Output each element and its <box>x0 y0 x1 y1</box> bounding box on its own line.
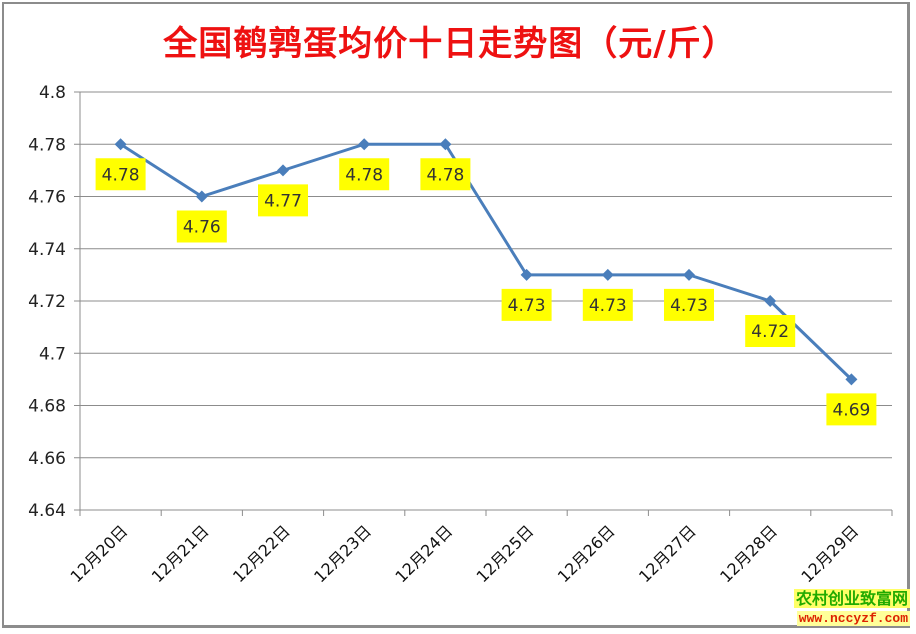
svg-text:4.73: 4.73 <box>508 296 546 316</box>
svg-text:4.72: 4.72 <box>751 322 789 342</box>
x-tick-label: 12月20日 <box>67 521 132 586</box>
data-label: 4.73 <box>582 288 633 321</box>
svg-text:4.69: 4.69 <box>832 400 870 420</box>
y-tick-label: 4.68 <box>28 397 66 417</box>
x-axis: 12月20日 12月21日 12月22日 12月23日 12月24日 12月25日 12月2… <box>67 510 893 586</box>
x-tick-label: 12月24日 <box>391 521 456 586</box>
svg-text:4.73: 4.73 <box>670 296 708 316</box>
data-label: 4.72 <box>745 315 796 347</box>
x-tick-label: 12月21日 <box>148 521 213 586</box>
diamond-marker-icon <box>520 268 533 281</box>
y-tick-label: 4.74 <box>28 240 66 260</box>
price-line <box>119 142 853 381</box>
data-label: 4.69 <box>826 393 877 426</box>
diamond-marker-icon <box>358 138 371 151</box>
gridlines <box>74 91 892 511</box>
data-label: 4.73 <box>664 288 714 321</box>
data-label: 4.77 <box>258 184 308 217</box>
x-tick-label: 12月28日 <box>716 521 781 586</box>
y-tick-label: 4.8 <box>39 83 66 103</box>
y-axis: 4.8 4.78 4.76 4.74 4.72 4.7 4.68 4.66 4.64 <box>28 83 81 521</box>
diamond-marker-icon <box>439 138 452 151</box>
data-label: 4.78 <box>339 158 390 191</box>
y-tick-label: 4.66 <box>28 449 66 469</box>
svg-text:4.77: 4.77 <box>264 191 302 211</box>
diamond-marker-icon <box>601 268 614 281</box>
watermark: 农村创业致富网 www.nccyzf.com <box>793 589 910 628</box>
x-tick-label: 12月25日 <box>473 521 538 586</box>
x-tick-label: 12月27日 <box>635 521 700 586</box>
diamond-marker-icon <box>683 268 695 281</box>
y-tick-label: 4.7 <box>39 344 66 364</box>
x-tick-label: 12月23日 <box>310 521 375 586</box>
y-tick-label: 4.72 <box>28 292 66 312</box>
diamond-marker-icon <box>114 138 127 151</box>
svg-text:4.78: 4.78 <box>426 165 464 185</box>
data-labels: 4.78 4.76 4.77 4.78 4.78 4.73 4.73 4.73 4.72 4.69 <box>95 158 877 426</box>
y-tick-label: 4.76 <box>28 188 66 208</box>
svg-text:4.78: 4.78 <box>345 165 383 185</box>
data-label: 4.78 <box>420 158 471 191</box>
y-tick-label: 4.78 <box>28 135 66 155</box>
chart-title: 全国鹌鹑蛋均价十日走势图（元/斤） <box>163 24 737 64</box>
data-label: 4.78 <box>95 158 146 191</box>
diamond-marker-icon <box>764 295 777 307</box>
diamond-marker-icon <box>277 164 289 177</box>
data-label: 4.76 <box>176 210 227 243</box>
svg-text:4.78: 4.78 <box>102 165 140 185</box>
x-tick-label: 12月22日 <box>229 521 294 586</box>
x-tick-label: 12月29日 <box>797 521 862 586</box>
price-series <box>114 138 858 386</box>
data-label: 4.73 <box>501 288 552 321</box>
watermark-site-name: 农村创业致富网 <box>793 589 910 608</box>
diamond-marker-icon <box>845 373 858 386</box>
diamond-marker-icon <box>195 190 208 203</box>
y-tick-label: 4.64 <box>28 501 66 521</box>
watermark-url: www.nccyzf.com <box>796 611 910 626</box>
x-tick-label: 12月26日 <box>554 521 619 586</box>
svg-text:4.73: 4.73 <box>589 296 627 316</box>
svg-text:4.76: 4.76 <box>183 218 221 238</box>
